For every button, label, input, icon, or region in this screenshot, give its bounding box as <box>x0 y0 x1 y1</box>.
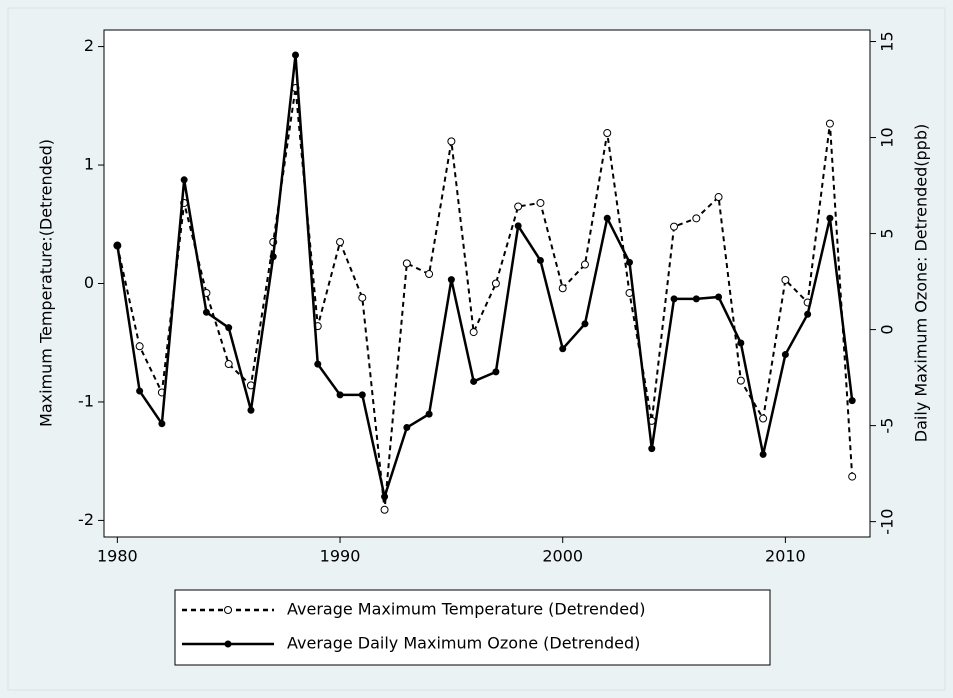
data-point <box>536 256 544 264</box>
legend-marker <box>224 606 232 614</box>
data-point <box>648 445 656 453</box>
data-point <box>626 258 634 266</box>
y-axis-title: Maximum Temperature:(Detrended) <box>37 139 56 427</box>
y2-axis-title: Daily Maximum Ozone: Detrended(ppb) <box>912 124 931 443</box>
y2-tick-label: -10 <box>878 509 897 535</box>
x-tick-label: 1990 <box>320 547 361 566</box>
data-point <box>514 202 523 211</box>
data-point <box>558 284 567 293</box>
data-point <box>781 275 790 284</box>
data-point <box>336 391 344 399</box>
data-point <box>826 214 834 222</box>
data-point <box>714 193 723 202</box>
data-point <box>737 339 745 347</box>
y2-tick-label: 5 <box>878 228 897 238</box>
x-tick-label: 2000 <box>542 547 583 566</box>
series-line <box>116 54 854 502</box>
data-point <box>336 238 345 247</box>
data-point <box>536 198 545 207</box>
data-point <box>581 320 589 328</box>
data-point <box>804 310 812 318</box>
legend-label: Average Maximum Temperature (Detrended) <box>287 600 645 619</box>
y2-tick-label: 0 <box>878 324 897 334</box>
data-point <box>559 345 567 353</box>
data-point <box>670 295 678 303</box>
data-point <box>425 410 433 418</box>
data-point <box>136 387 144 395</box>
y2-tick-label: -5 <box>878 418 897 434</box>
data-point <box>848 397 856 405</box>
data-point <box>781 351 789 359</box>
data-point <box>469 328 478 337</box>
data-point <box>180 176 188 184</box>
data-point <box>848 472 857 481</box>
data-point <box>447 137 456 146</box>
x-tick-label: 1980 <box>97 547 138 566</box>
data-point <box>692 295 700 303</box>
data-point <box>825 119 834 128</box>
data-point <box>358 391 366 399</box>
legend-label: Average Daily Maximum Ozone (Detrended) <box>287 634 640 653</box>
data-point <box>113 241 121 249</box>
y-tick-label: 0 <box>84 273 94 292</box>
data-point <box>358 293 367 302</box>
data-point <box>224 360 233 369</box>
data-point <box>492 368 500 376</box>
data-point <box>425 270 434 279</box>
legend-marker <box>224 640 232 648</box>
data-point <box>603 129 612 138</box>
y2-tick-label: 15 <box>878 31 897 51</box>
data-point <box>603 214 611 222</box>
data-point <box>135 342 144 351</box>
plot-area <box>103 29 871 538</box>
data-point <box>292 51 299 59</box>
data-point <box>247 406 255 414</box>
data-point <box>202 308 210 316</box>
data-point <box>514 222 522 230</box>
data-point <box>692 214 701 223</box>
data-point <box>314 360 322 368</box>
y2-tick-label: 10 <box>878 127 897 147</box>
data-point <box>269 253 277 261</box>
data-point <box>403 424 411 432</box>
data-point <box>491 279 500 288</box>
data-point <box>447 276 455 284</box>
x-tick-label: 2010 <box>765 547 806 566</box>
data-point <box>670 222 679 231</box>
data-point <box>759 414 768 423</box>
data-point <box>380 505 389 514</box>
data-point <box>402 259 411 268</box>
data-point <box>715 293 723 301</box>
y-tick-label: -1 <box>78 391 94 410</box>
data-point <box>736 376 745 385</box>
y-tick-label: -2 <box>78 510 94 529</box>
y-tick-label: 2 <box>84 36 94 55</box>
data-point <box>158 420 166 428</box>
y-tick-label: 1 <box>84 155 94 174</box>
data-point <box>470 377 478 385</box>
data-point <box>759 450 767 458</box>
data-point <box>381 493 389 501</box>
legend-box <box>174 589 771 666</box>
data-point <box>580 260 589 269</box>
data-point <box>225 324 233 332</box>
